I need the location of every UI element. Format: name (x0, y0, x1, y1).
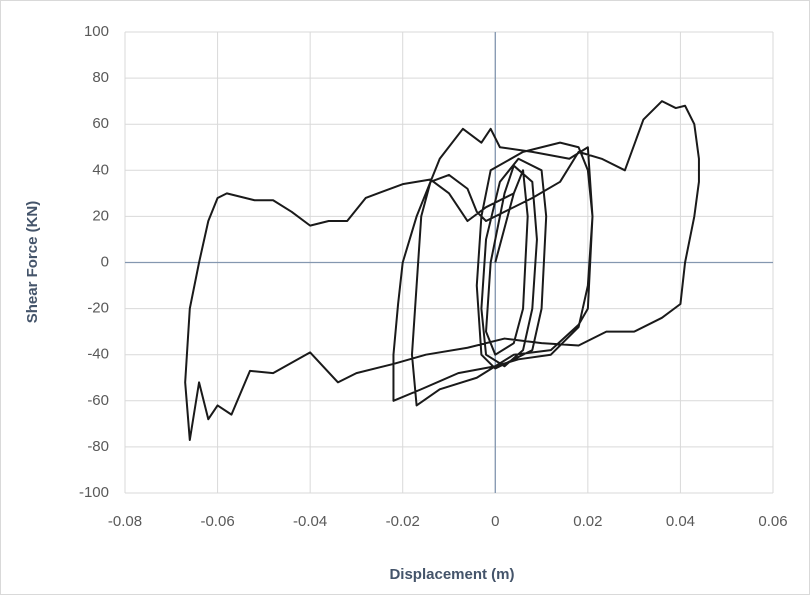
y-tick-label: -20 (87, 300, 109, 317)
y-tick-label: 80 (92, 69, 109, 86)
x-tick-label: -0.04 (293, 513, 327, 530)
y-tick-label: 60 (92, 115, 109, 132)
y-axis-title: Shear Force (KN) (24, 201, 41, 324)
x-tick-label: 0 (491, 513, 499, 530)
x-tick-label: 0.02 (573, 513, 602, 530)
y-tick-label: 40 (92, 161, 109, 178)
x-tick-label: -0.06 (200, 513, 234, 530)
y-tick-label: 20 (92, 207, 109, 224)
x-axis-title: Displacement (m) (389, 566, 514, 583)
y-tick-label: 0 (101, 253, 109, 270)
y-tick-label: -100 (79, 484, 109, 501)
data-line (184, 100, 700, 441)
x-tick-label: -0.02 (386, 513, 420, 530)
y-tick-label: -40 (87, 346, 109, 363)
y-tick-label: -80 (87, 438, 109, 455)
x-tick-label: 0.04 (666, 513, 695, 530)
x-tick-label: -0.08 (108, 513, 142, 530)
y-tick-label: 100 (84, 23, 109, 40)
x-tick-label: 0.06 (758, 513, 787, 530)
y-tick-label: -60 (87, 392, 109, 409)
